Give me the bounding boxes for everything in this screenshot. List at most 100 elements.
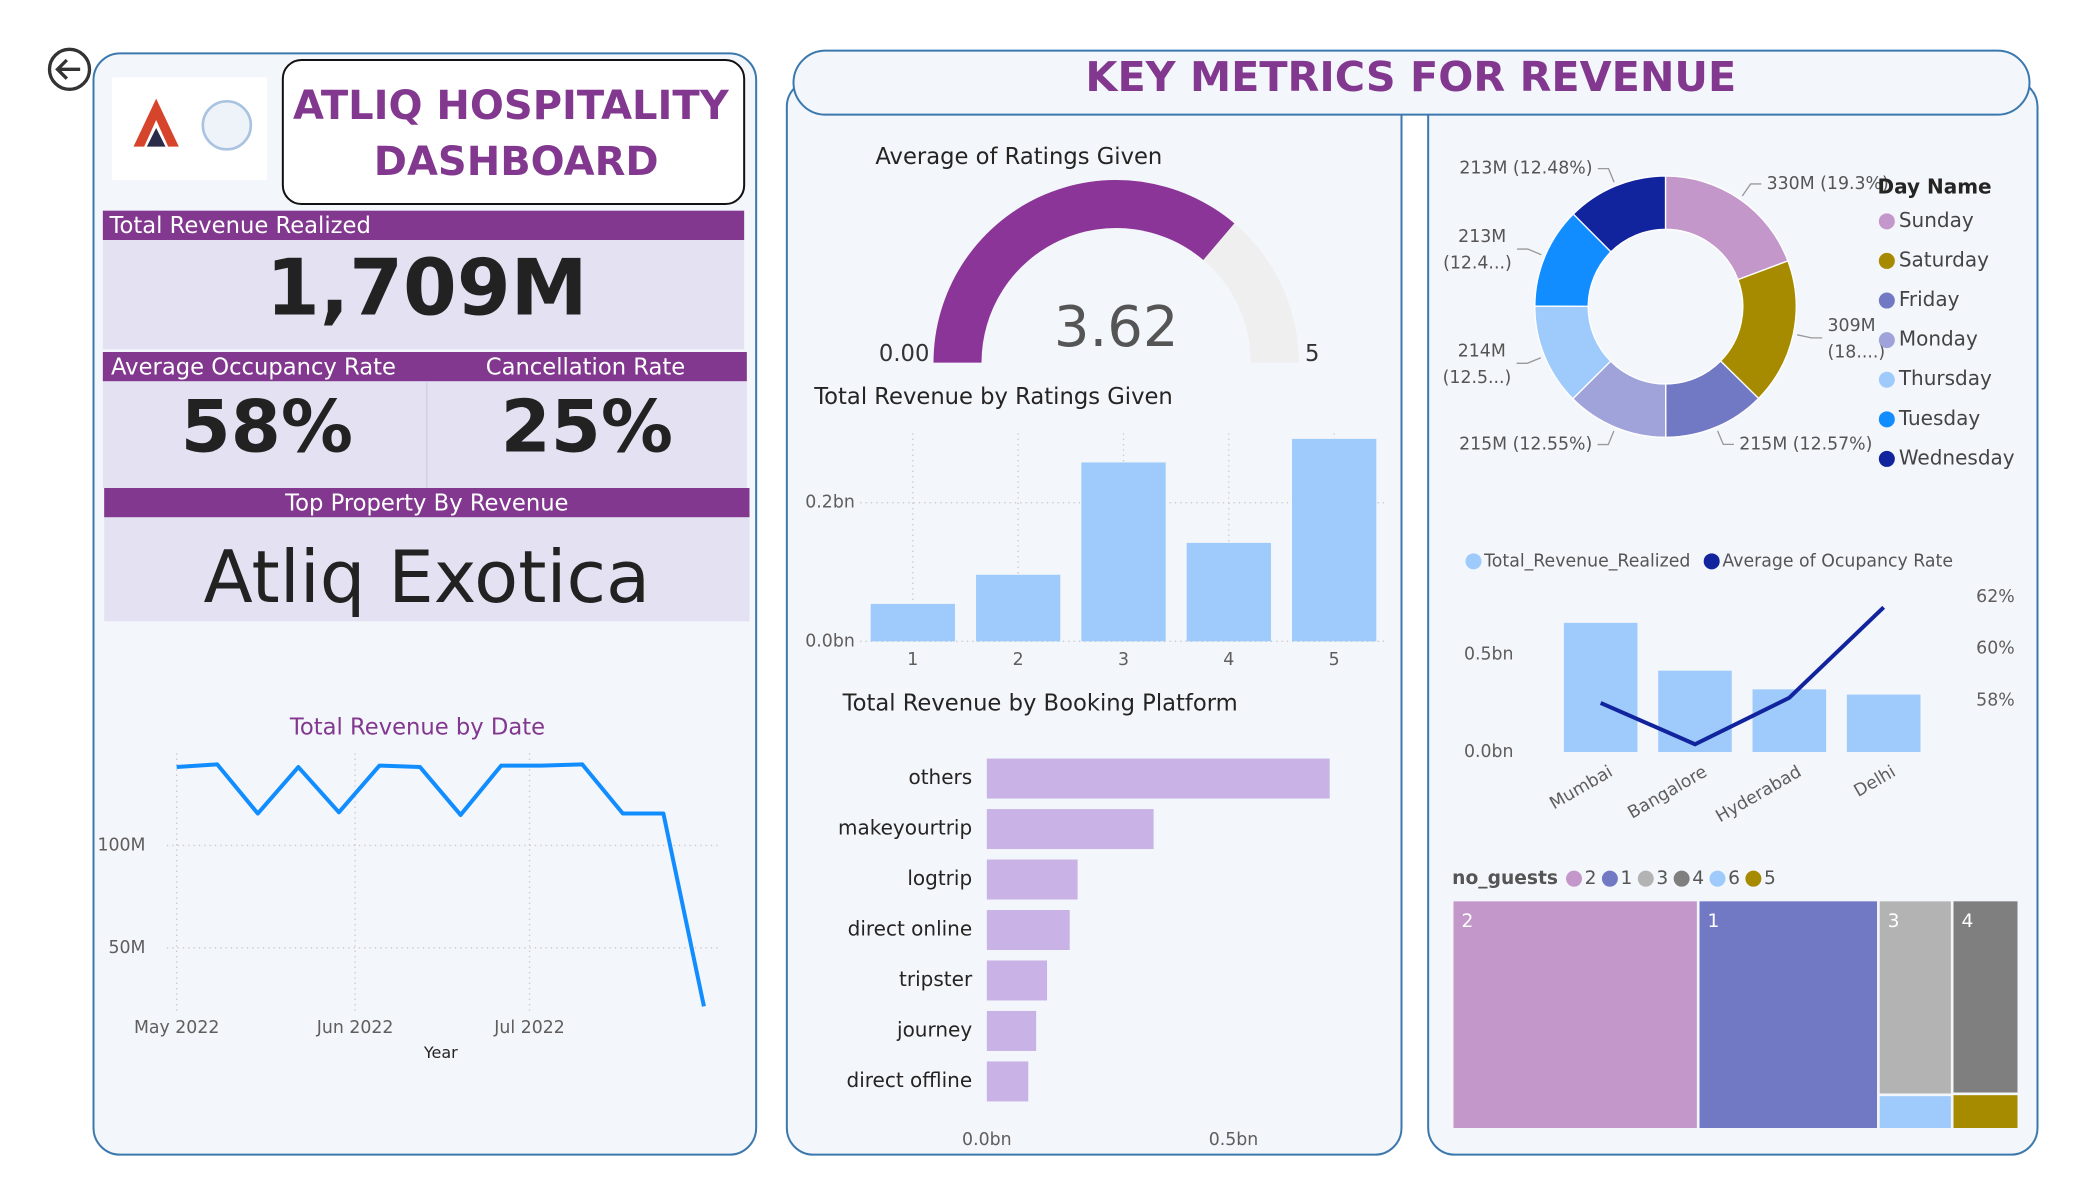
- y-tick-label: makeyourtrip: [838, 816, 972, 840]
- bar: [986, 960, 1048, 1001]
- logo-circle: [201, 100, 253, 151]
- y-tick-label: 100M: [97, 835, 145, 855]
- bar: [986, 809, 1154, 850]
- legend-marker: [1703, 553, 1720, 570]
- title-box: [281, 59, 746, 205]
- bar: [1563, 622, 1638, 752]
- bar: [1292, 438, 1377, 642]
- treemap-tile: [1953, 1095, 2018, 1128]
- bar: [986, 1061, 1029, 1102]
- legend-label: Wednesday: [1899, 445, 2015, 469]
- data-label: 215M (12.55%): [1459, 435, 1592, 455]
- y-tick-label: others: [908, 765, 972, 789]
- leader-line: [1716, 430, 1734, 446]
- y-tick-label: tripster: [899, 967, 973, 991]
- data-label: 215M (12.57%): [1739, 434, 1872, 454]
- legend-label: 2: [1585, 868, 1597, 889]
- legend-label: 4: [1692, 868, 1704, 889]
- legend-label: 5: [1764, 868, 1776, 889]
- x-tick-label: 1: [907, 650, 918, 670]
- legend-label: 3: [1656, 868, 1668, 889]
- bar: [986, 859, 1078, 900]
- chart-title: Total Revenue by Booking Platform: [842, 691, 1238, 717]
- legend-label: Total_Revenue_Realized: [1483, 551, 1690, 571]
- logo-a-inner: [146, 128, 166, 147]
- legend-label: Friday: [1899, 287, 1960, 311]
- x-tick-label: 5: [1329, 650, 1340, 670]
- legend-title: no_guests: [1452, 868, 1558, 889]
- legend-marker: [1566, 870, 1583, 887]
- legend-marker: [1878, 252, 1895, 269]
- bar: [986, 1010, 1037, 1051]
- tile-label: 1: [1708, 911, 1720, 932]
- kpi-value: Atliq Exotica: [203, 535, 650, 619]
- legend-label: Saturday: [1899, 247, 1989, 271]
- x-tick-label: 4: [1223, 650, 1234, 670]
- x-tick-label: 0.0bn: [962, 1130, 1012, 1150]
- legend-title: Day Name: [1878, 175, 1992, 199]
- logo-a: [133, 98, 179, 147]
- data-label: 309M (18....): [1828, 316, 1886, 363]
- kpi-area: [102, 240, 745, 350]
- leader-line: [1597, 430, 1615, 446]
- bar: [1846, 694, 1921, 752]
- y2-tick-label: 58%: [1976, 690, 2015, 710]
- gauge-value-label: 3.62: [1054, 295, 1179, 360]
- kpi-value: 58%: [181, 385, 353, 469]
- legend-marker: [1878, 213, 1895, 230]
- bar: [986, 758, 1330, 799]
- bar: [1186, 542, 1271, 642]
- leader-line: [1797, 334, 1823, 339]
- section-title: KEY METRICS FOR REVENUE: [1085, 53, 1736, 101]
- gauge-tick-label: 0.00: [879, 341, 929, 367]
- data-label: 213M (12.4...): [1443, 227, 1512, 274]
- leader-line: [1516, 357, 1542, 364]
- y-tick-label: direct offline: [847, 1068, 973, 1092]
- x-tick-label: 2: [1013, 650, 1024, 670]
- kpi-label: Average Occupancy Rate: [111, 355, 396, 381]
- leader-line: [1597, 167, 1615, 183]
- chart-title: Total Revenue by Date: [289, 715, 545, 741]
- legend-label: 1: [1621, 868, 1633, 889]
- kpi-label: Total Revenue Realized: [109, 213, 371, 239]
- legend-marker: [1709, 870, 1726, 887]
- data-label: 330M (19.3%): [1767, 174, 1889, 194]
- y-tick-label: 0.0bn: [1464, 742, 1514, 762]
- donut-slice: [1572, 175, 1667, 253]
- tile-label: 2: [1462, 911, 1474, 932]
- legend-marker: [1745, 870, 1762, 887]
- y-tick-label: journey: [896, 1017, 972, 1041]
- kpi-label: Cancellation Rate: [486, 355, 685, 381]
- kpi-band: [102, 210, 745, 240]
- gauge-value: [933, 180, 1235, 363]
- legend-marker: [1878, 411, 1895, 428]
- treemap-tile: [1699, 901, 1878, 1128]
- kpi-value: 1,709M: [266, 243, 588, 333]
- y-tick-label: logtrip: [907, 866, 972, 890]
- gauge-tick-label: 5: [1305, 341, 1319, 367]
- treemap-tile: [1953, 901, 2018, 1093]
- bar: [1658, 670, 1732, 752]
- bar: [870, 603, 955, 642]
- legend-marker: [1465, 553, 1482, 570]
- x-tick-label: 3: [1118, 650, 1129, 670]
- line: [1599, 605, 1886, 747]
- y-tick-label: direct online: [848, 917, 973, 941]
- legend-marker: [1878, 371, 1895, 388]
- leader-line: [1741, 183, 1762, 197]
- legend-label: Monday: [1899, 327, 1978, 351]
- x-tick-label: May 2022: [134, 1018, 219, 1038]
- legend-marker: [1878, 292, 1895, 309]
- legend-label: Tuesday: [1898, 406, 1981, 430]
- leader-line: [1517, 248, 1542, 256]
- dashboard-title: DASHBOARD: [374, 139, 659, 185]
- y-tick-label: 0.2bn: [805, 493, 855, 513]
- x-tick-label: Jul 2022: [493, 1018, 565, 1038]
- tile-label: 4: [1962, 911, 1974, 932]
- legend-marker: [1673, 870, 1690, 887]
- kpi-area: [104, 517, 750, 622]
- back-button[interactable]: [47, 47, 92, 91]
- chart-title: Average of Ratings Given: [875, 144, 1162, 170]
- kpi-band: [102, 352, 747, 382]
